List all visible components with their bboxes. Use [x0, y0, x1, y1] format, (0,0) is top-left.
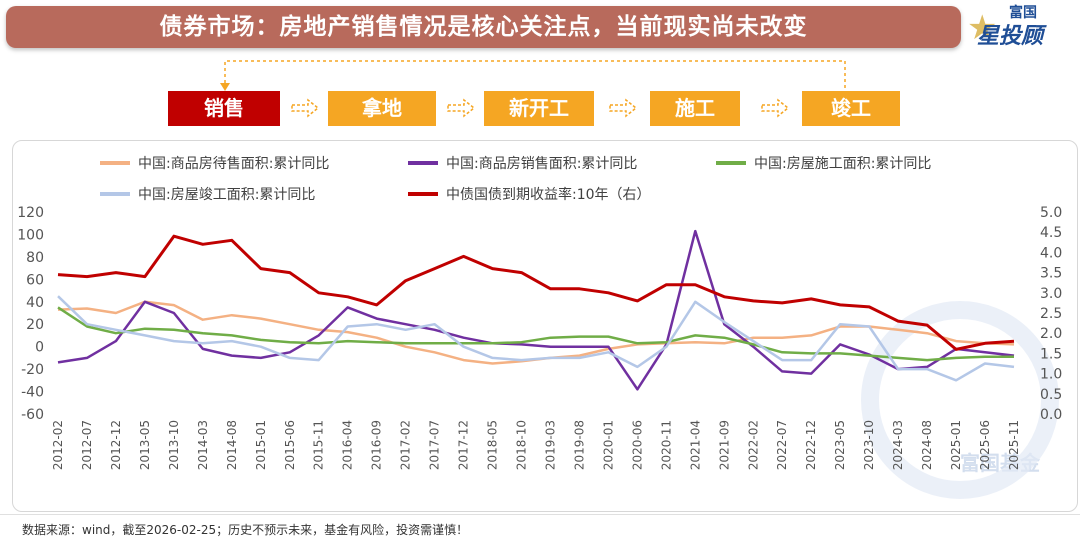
- data-source-note: 数据来源：wind，截至2026-02-25；历史不预示未来，基金有风险，投资需…: [22, 523, 469, 537]
- x-tick-label: 2017-07: [428, 420, 442, 470]
- y-right-tick-label: 3.5: [1040, 266, 1062, 282]
- x-tick-label: 2021-09: [717, 420, 731, 470]
- x-tick-label: 2017-12: [457, 420, 471, 470]
- series-line-1: [57, 229, 1015, 391]
- x-tick-label: 2025-01: [949, 420, 963, 470]
- x-tick-label: 2015-06: [283, 420, 297, 470]
- line-chart: 富国基金-60-40-200204060801001200.00.51.01.5…: [17, 156, 1062, 499]
- flow-step-label: 拿地: [362, 96, 402, 120]
- y-right-tick-label: 2.5: [1040, 306, 1062, 322]
- x-tick-label: 2020-06: [630, 420, 644, 470]
- x-tick-label: 2025-11: [1007, 420, 1021, 470]
- y-left-tick-label: -20: [21, 362, 44, 378]
- y-right-tick-label: 1.5: [1040, 346, 1062, 362]
- y-right-tick-label: 0.5: [1040, 387, 1062, 403]
- series-line-2: [57, 306, 1014, 362]
- y-right-tick-label: 0.0: [1040, 407, 1062, 423]
- brand-logo: ★ 富国 星投顾: [965, 2, 1075, 50]
- x-tick-label: 2020-01: [601, 420, 615, 470]
- y-left-tick-label: 40: [26, 295, 44, 311]
- footer-divider: [0, 514, 1080, 515]
- legend-label: 中债国债到期收益率:10年（右）: [446, 186, 651, 203]
- y-right-tick-label: 1.0: [1040, 367, 1062, 383]
- x-tick-label: 2021-04: [688, 420, 702, 470]
- x-tick-label: 2018-05: [486, 420, 500, 470]
- legend-label: 中国:房屋竣工面积:累计同比: [138, 187, 315, 203]
- y-right-tick-label: 3.0: [1040, 286, 1062, 302]
- y-left-tick-label: 60: [26, 272, 44, 288]
- series-line-3: [57, 295, 1015, 382]
- arrow-right-icon: [291, 98, 320, 118]
- x-tick-label: 2018-10: [515, 420, 529, 470]
- y-left-tick-label: 100: [17, 227, 44, 243]
- page-title: 债券市场：房地产销售情况是核心关注点，当前现实尚未改变: [159, 14, 808, 40]
- x-tick-label: 2024-03: [891, 420, 905, 470]
- x-tick-label: 2025-06: [978, 420, 992, 470]
- legend-label: 中国:商品房销售面积:累计同比: [446, 156, 637, 172]
- x-tick-label: 2014-08: [225, 420, 239, 470]
- x-tick-label: 2012-07: [80, 420, 94, 470]
- y-right-tick-label: 4.5: [1040, 225, 1062, 241]
- y-left-tick-label: 20: [26, 317, 44, 333]
- flow-step-label: 销售: [204, 96, 244, 120]
- x-tick-label: 2013-10: [167, 420, 181, 470]
- flow-step-completion: 竣工: [802, 91, 900, 126]
- y-left-tick-label: 80: [26, 250, 44, 266]
- arrow-right-icon: [447, 98, 476, 118]
- x-tick-label: 2020-11: [659, 420, 673, 470]
- legend-label: 中国:房屋施工面积:累计同比: [754, 156, 931, 172]
- x-tick-label: 2019-08: [572, 420, 586, 470]
- x-tick-label: 2013-05: [138, 420, 152, 470]
- y-right-tick-label: 2.0: [1040, 326, 1062, 342]
- x-tick-label: 2012-12: [109, 420, 123, 470]
- flow-step-label: 新开工: [509, 96, 569, 120]
- flow-feedback-connector: [220, 60, 846, 91]
- x-tick-label: 2019-03: [543, 420, 557, 470]
- flow-step-sales: 销售: [168, 91, 280, 126]
- x-tick-label: 2012-02: [51, 420, 65, 470]
- y-left-tick-label: 0: [35, 340, 44, 356]
- x-tick-label: 2014-03: [196, 420, 210, 470]
- y-right-tick-label: 4.0: [1040, 245, 1062, 261]
- star-icon: ★: [967, 8, 998, 48]
- x-tick-label: 2015-11: [312, 420, 326, 470]
- x-tick-label: 2024-08: [920, 420, 934, 470]
- watermark-logo-icon: [861, 301, 1059, 499]
- x-tick-label: 2017-02: [399, 420, 413, 470]
- x-tick-label: 2023-10: [862, 420, 876, 470]
- x-tick-label: 2022-02: [746, 420, 760, 470]
- x-tick-label: 2022-12: [804, 420, 818, 470]
- flow-step-label: 竣工: [831, 96, 871, 120]
- x-tick-label: 2023-05: [833, 420, 847, 470]
- flow-step-new-construction: 新开工: [484, 91, 594, 126]
- arrow-right-icon: [609, 98, 638, 118]
- x-tick-label: 2022-07: [775, 420, 789, 470]
- x-tick-label: 2016-09: [370, 420, 384, 470]
- y-left-tick-label: 120: [17, 205, 44, 221]
- title-banner: 债券市场：房地产销售情况是核心关注点，当前现实尚未改变: [6, 6, 961, 48]
- x-tick-label: 2016-04: [341, 420, 355, 470]
- series-line-4: [57, 234, 1015, 351]
- flow-step-construction: 施工: [650, 91, 740, 126]
- flow-step-label: 施工: [675, 96, 715, 120]
- y-left-tick-label: -60: [21, 407, 44, 423]
- y-right-tick-label: 5.0: [1040, 205, 1062, 221]
- flow-step-land: 拿地: [328, 91, 436, 126]
- legend-label: 中国:商品房待售面积:累计同比: [138, 156, 329, 172]
- logo-main-text: 星投顾: [977, 24, 1044, 49]
- logo-top-text: 富国: [1009, 5, 1037, 21]
- arrow-right-icon: [761, 98, 790, 118]
- y-left-tick-label: -40: [21, 385, 44, 401]
- x-tick-label: 2015-01: [254, 420, 268, 470]
